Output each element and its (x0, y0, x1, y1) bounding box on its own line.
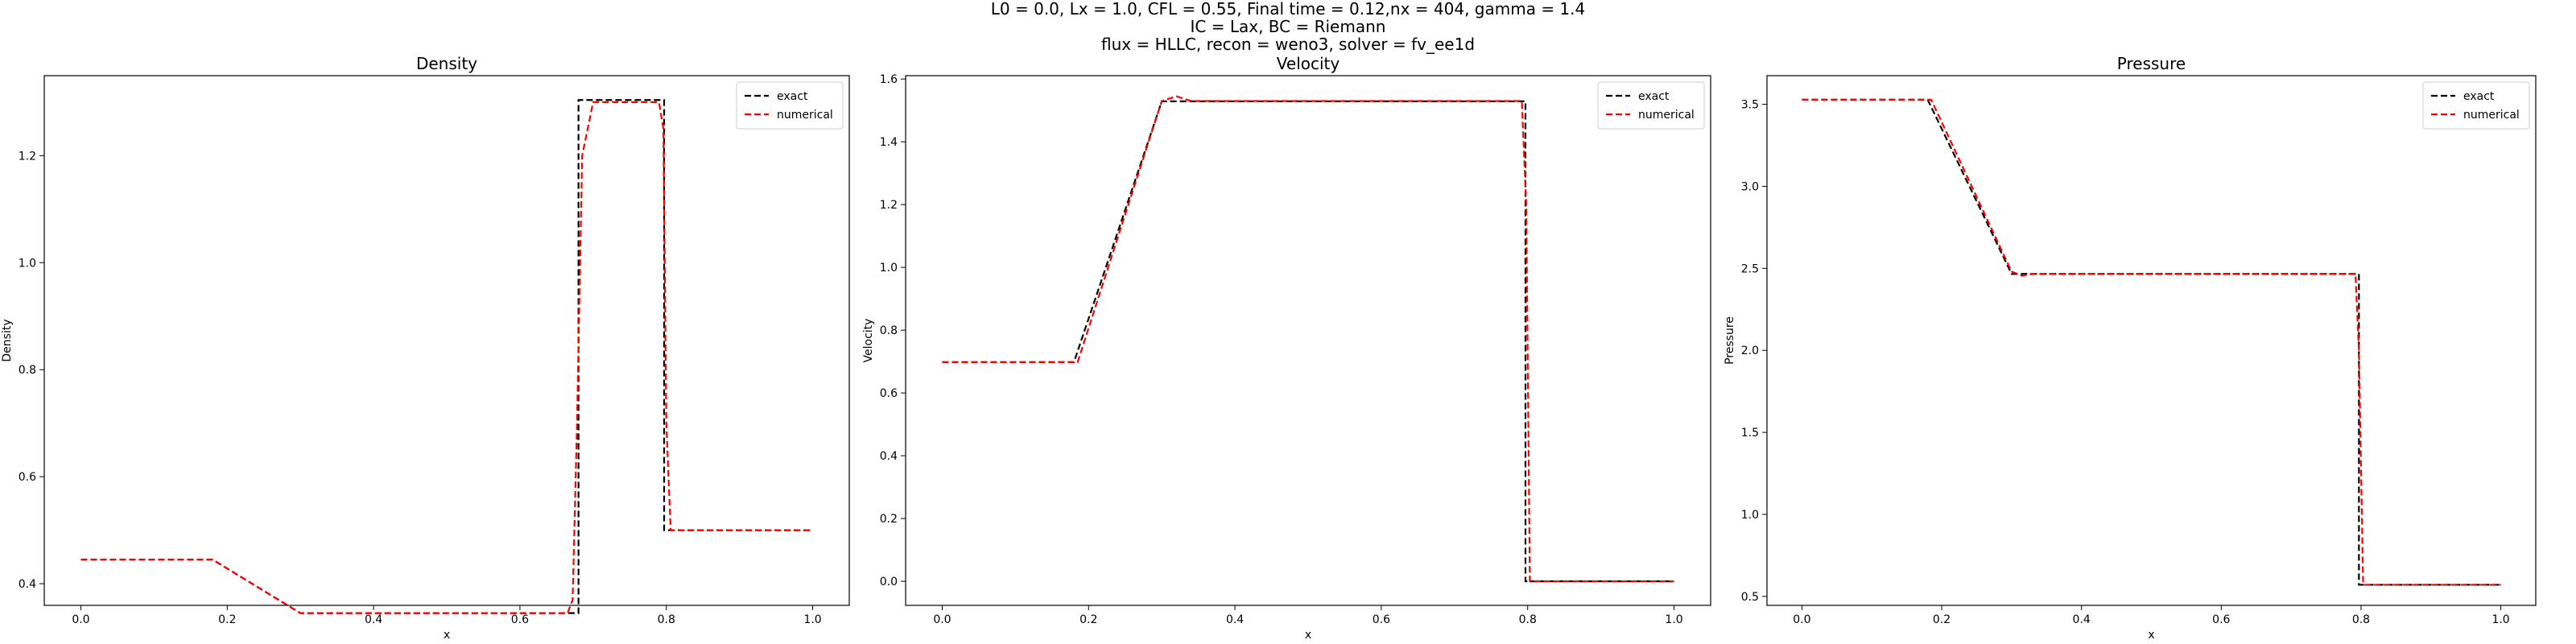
velocity-legend-label-exact: exact (1638, 90, 1670, 103)
pressure-xtick-label: 1.0 (2491, 613, 2509, 626)
density-legend: exact numerical (736, 81, 844, 130)
density-axes-frame (43, 75, 850, 606)
velocity-ytick-label: 0.4 (880, 450, 898, 463)
density-xtick-label: 0.0 (72, 613, 89, 626)
density-series-numerical (80, 101, 813, 614)
density-ytick-label: 0.8 (19, 364, 36, 377)
velocity-legend: exact numerical (1597, 81, 1705, 130)
pressure-xtick-label: 0.4 (2073, 613, 2091, 626)
pressure-ytick-label: 2.0 (1741, 345, 1759, 357)
pressure-ytick-label: 0.5 (1741, 591, 1759, 604)
density-ylabel: Density (1, 319, 14, 361)
velocity-series-numerical (942, 95, 1674, 583)
velocity-xtick-label: 0.8 (1519, 613, 1537, 626)
suptitle-line-2: IC = Lax, BC = Riemann (1191, 17, 1386, 36)
velocity-xtick-label: 0.0 (933, 613, 951, 626)
velocity-panel: Velocity 0.0 0.2 0.4 0.6 0.8 1.0 0.0 0.2 0.4 0.6 0.… (862, 54, 1711, 642)
velocity-legend-label-numerical: numerical (1638, 109, 1695, 122)
velocity-xtick-label: 1.0 (1665, 613, 1682, 626)
pressure-legend-label-numerical: numerical (2463, 109, 2520, 122)
velocity-ytick-label: 0.8 (880, 324, 898, 337)
pressure-legend-box (2422, 81, 2530, 130)
suptitle-line-3: flux = HLLC, recon = weno3, solver = fv_… (1101, 35, 1475, 54)
density-xtick-label: 0.4 (365, 613, 382, 626)
density-xtick-label: 0.8 (658, 613, 675, 626)
density-xlabel: x (444, 629, 450, 642)
density-legend-box (736, 81, 844, 130)
density-xtick-label: 0.6 (511, 613, 529, 626)
velocity-ytick-label: 1.4 (880, 136, 898, 149)
velocity-ytick-label: 1.6 (880, 73, 898, 86)
pressure-panel: Pressure 0.0 0.2 0.4 0.6 0.8 1.0 0.5 1.0 1.5 2.0 2.… (1724, 54, 2537, 642)
density-xtick-label: 0.2 (218, 613, 236, 626)
pressure-xtick-label: 0.8 (2352, 613, 2370, 626)
pressure-ytick-label: 2.5 (1741, 262, 1759, 275)
density-panel: Density 0.0 0.2 0.4 0.6 0.8 1.0 0.4 0.6 0.8 1.0 1.2… (1, 54, 850, 642)
velocity-ytick-label: 0.0 (880, 576, 898, 588)
density-legend-label-exact: exact (777, 90, 808, 103)
pressure-legend-label-exact: exact (2463, 90, 2495, 103)
velocity-ylabel: Velocity (862, 319, 875, 363)
pressure-title: Pressure (2117, 54, 2186, 73)
density-ytick-label: 1.0 (19, 257, 36, 270)
suptitle-line-1: L0 = 0.0, Lx = 1.0, CFL = 0.55, Final ti… (991, 0, 1586, 19)
density-ytick-label: 0.6 (19, 471, 36, 484)
density-xtick-label: 1.0 (803, 613, 821, 626)
velocity-xtick-label: 0.6 (1373, 613, 1390, 626)
pressure-axes-frame (1766, 75, 2537, 606)
velocity-axes-frame (905, 75, 1711, 606)
velocity-xlabel: x (1305, 629, 1311, 642)
velocity-ytick-label: 0.6 (880, 387, 898, 400)
velocity-ytick-label: 0.2 (880, 513, 898, 526)
pressure-series-exact (1802, 98, 2501, 586)
pressure-ytick-label: 3.5 (1741, 99, 1759, 112)
pressure-ylabel: Pressure (1724, 316, 1736, 365)
velocity-ytick-label: 1.2 (880, 199, 898, 212)
pressure-xtick-label: 0.0 (1793, 613, 1810, 626)
pressure-ytick-label: 3.0 (1741, 180, 1759, 193)
density-title: Density (416, 54, 477, 73)
pressure-ytick-label: 1.0 (1741, 509, 1759, 522)
pressure-series-numerical (1802, 98, 2501, 586)
velocity-legend-box (1597, 81, 1705, 130)
density-legend-label-numerical: numerical (777, 109, 833, 122)
velocity-title: Velocity (1277, 54, 1340, 73)
velocity-xtick-label: 0.2 (1080, 613, 1097, 626)
pressure-xlabel: x (2148, 629, 2154, 642)
velocity-series-exact (942, 100, 1674, 583)
density-ytick-label: 0.4 (19, 578, 36, 591)
pressure-legend: exact numerical (2422, 81, 2530, 130)
pressure-xtick-label: 0.6 (2212, 613, 2230, 626)
density-ytick-label: 1.2 (19, 150, 36, 163)
velocity-xtick-label: 0.4 (1226, 613, 1244, 626)
pressure-ytick-label: 1.5 (1741, 427, 1759, 440)
velocity-ytick-label: 1.0 (880, 262, 898, 275)
density-series-exact (80, 99, 813, 614)
pressure-xtick-label: 0.2 (1933, 613, 1951, 626)
